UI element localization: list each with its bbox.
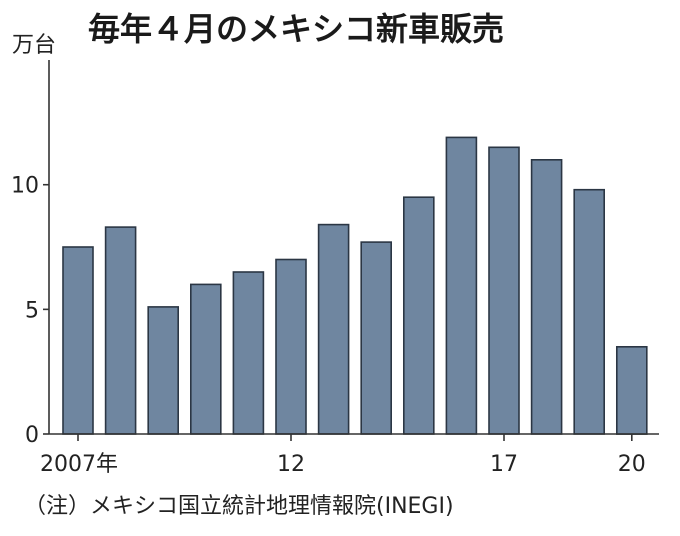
y-ticks: 0 5 10 [11, 174, 49, 448]
x-tick-label-2007: 2007年 [40, 452, 118, 477]
bar-2008 [104, 226, 137, 435]
chart-title: 毎年４月のメキシコ新車販売 [88, 10, 504, 48]
y-unit-label: 万台 [12, 33, 56, 58]
y-tick-label-5: 5 [25, 298, 39, 323]
bar-2012 [275, 258, 307, 435]
bar-2013 [317, 223, 350, 435]
bar-2015 [402, 196, 435, 435]
bar-2009 [147, 306, 179, 435]
bar-2020 [615, 345, 648, 435]
bar-2018 [530, 159, 563, 435]
bar-2016 [445, 136, 478, 435]
bar-2010 [190, 283, 222, 435]
bar-2014 [360, 241, 393, 435]
bar-2017 [488, 146, 520, 435]
bar-2019 [573, 188, 606, 435]
source-note: （注）メキシコ国立統計地理情報院(INEGI) [24, 494, 454, 519]
axes [48, 60, 659, 435]
x-tick-label-2020: 20 [618, 452, 646, 477]
bar-2007 [62, 246, 94, 435]
y-tick-label-0: 0 [25, 423, 39, 448]
y-tick-label-10: 10 [11, 174, 39, 199]
x-tick-label-2017: 17 [490, 452, 518, 477]
bar-2011 [232, 271, 265, 435]
x-ticks: 2007年 12 17 20 [40, 434, 646, 477]
bars [62, 136, 648, 435]
x-tick-label-2012: 12 [277, 452, 305, 477]
